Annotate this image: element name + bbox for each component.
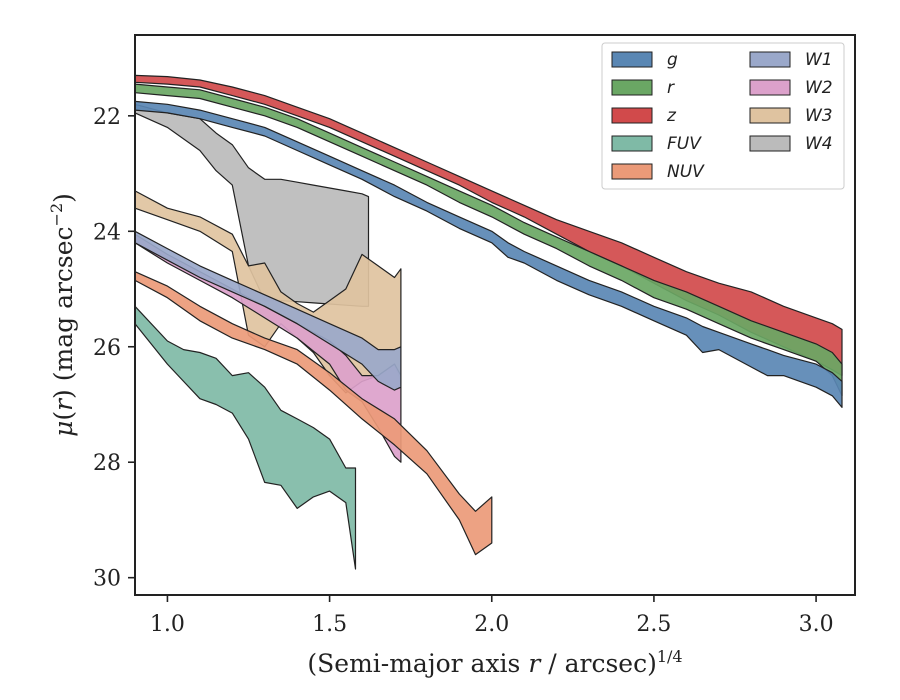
- legend-label-w2: W2: [805, 78, 833, 98]
- legend-swatch-w4: [749, 135, 791, 152]
- legend: grz FUV NUV W1 W2 W3 W4: [601, 42, 845, 190]
- legend-label-w4: W4: [805, 134, 833, 154]
- legend-label-nuv: NUV: [667, 162, 705, 182]
- band-w1: [134, 230, 402, 391]
- plot-frame: [134, 34, 856, 596]
- x-tick-label: 1.0: [150, 612, 185, 637]
- legend-swatch-r: [611, 79, 653, 96]
- y-tick-label: 28: [93, 451, 121, 476]
- series-bands: [134, 74, 843, 570]
- y-axis-label: μ(r) (mag arcsec−2): [47, 193, 78, 437]
- legend-label-r: r: [667, 78, 675, 98]
- legend-swatch-z: [611, 107, 653, 124]
- x-tick-label: 2.5: [636, 612, 671, 637]
- x-tick-label: 2.0: [474, 612, 509, 637]
- legend-label-g: g: [667, 50, 678, 70]
- x-tick-label: 1.5: [312, 612, 347, 637]
- x-axis: 1.0 1.5 2.0 2.5 3.0: [150, 595, 834, 637]
- legend-label-w1: W1: [805, 50, 833, 70]
- legend-swatch-w2: [749, 79, 791, 96]
- legend-swatch-nuv: [611, 163, 653, 180]
- x-axis-label: (Semi-major axis r / arcsec)1/4: [307, 647, 682, 678]
- band-fuv: [134, 305, 357, 570]
- y-tick-label: 30: [93, 567, 121, 592]
- y-tick-label: 24: [93, 220, 121, 245]
- band-g: [134, 100, 843, 408]
- legend-swatch-w3: [749, 107, 791, 124]
- legend-label-z: z: [666, 106, 677, 126]
- y-axis: 22 24 26 28 30: [93, 105, 135, 592]
- y-tick-label: 22: [93, 105, 121, 130]
- x-tick-label: 3.0: [799, 612, 834, 637]
- legend-swatch-g: [611, 51, 653, 68]
- band-nuv: [134, 271, 493, 556]
- legend-label-w3: W3: [805, 106, 833, 126]
- legend-label-fuv: FUV: [667, 134, 702, 154]
- legend-swatch-w1: [749, 51, 791, 68]
- y-tick-label: 26: [93, 336, 121, 361]
- legend-swatch-fuv: [611, 135, 653, 152]
